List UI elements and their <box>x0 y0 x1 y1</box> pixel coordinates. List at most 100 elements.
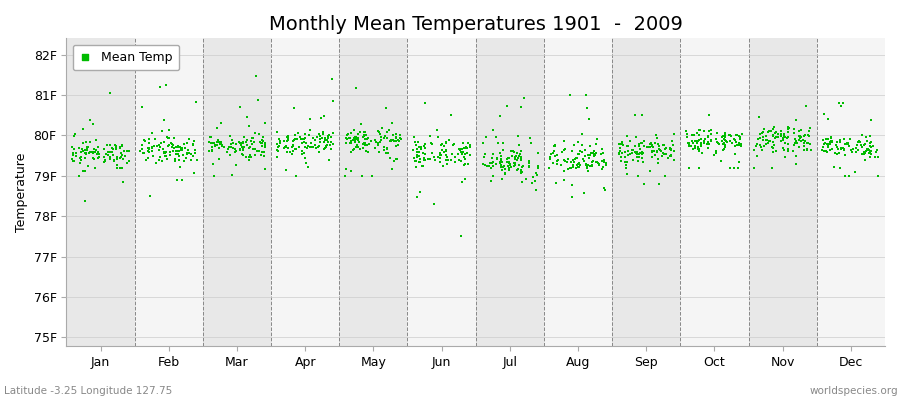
Point <box>411 139 426 146</box>
Point <box>844 149 859 155</box>
Point <box>777 130 791 137</box>
Point <box>319 135 333 142</box>
Point <box>279 134 293 140</box>
Point <box>289 172 303 179</box>
Point <box>694 143 708 149</box>
Point <box>66 150 80 156</box>
Point <box>755 129 770 136</box>
Point <box>515 169 529 176</box>
Point <box>457 162 472 168</box>
Point <box>508 154 522 160</box>
Bar <box>339 38 408 346</box>
Point <box>857 149 871 155</box>
Point <box>454 158 468 164</box>
Point <box>278 144 293 150</box>
Point <box>502 159 517 166</box>
Point <box>632 143 646 150</box>
Point <box>625 147 639 154</box>
Point <box>175 177 189 184</box>
Point <box>820 141 834 148</box>
Point <box>620 133 634 140</box>
Point <box>648 152 662 158</box>
Point <box>495 164 509 170</box>
Point <box>120 160 134 166</box>
Point <box>147 143 161 149</box>
Point <box>392 138 406 144</box>
Point <box>526 174 540 180</box>
Point <box>630 154 644 160</box>
Point <box>598 187 612 193</box>
Point <box>833 145 848 152</box>
Point <box>98 156 112 163</box>
Point <box>339 166 354 172</box>
Point <box>145 144 159 151</box>
Point <box>339 140 354 146</box>
Point <box>433 150 447 156</box>
Point <box>514 170 528 176</box>
Point <box>247 139 261 145</box>
Point <box>389 156 403 162</box>
Point <box>428 156 443 163</box>
Point <box>289 146 303 152</box>
Point <box>832 100 846 106</box>
Point <box>774 131 788 137</box>
Point <box>413 189 428 196</box>
Point <box>628 143 643 149</box>
Point <box>430 127 445 133</box>
Point <box>104 145 119 151</box>
Point <box>288 131 302 138</box>
Point <box>160 134 175 140</box>
Point <box>562 165 577 171</box>
Point <box>688 138 703 145</box>
Point <box>830 151 844 157</box>
Legend: Mean Temp: Mean Temp <box>73 44 179 70</box>
Point <box>524 140 538 146</box>
Point <box>871 153 886 160</box>
Point <box>83 117 97 124</box>
Point <box>286 148 301 154</box>
Point <box>270 129 284 135</box>
Point <box>454 233 468 239</box>
Point <box>514 156 528 162</box>
Point <box>110 156 124 162</box>
Point <box>182 136 196 142</box>
Point <box>359 136 374 142</box>
Point <box>832 137 847 144</box>
Point <box>418 145 432 152</box>
Point <box>528 178 543 184</box>
Point <box>792 137 806 143</box>
Point <box>546 150 561 156</box>
Point <box>591 161 606 167</box>
Point <box>369 139 383 146</box>
Point <box>269 141 284 148</box>
Point <box>272 143 286 150</box>
Point <box>643 140 657 147</box>
Point <box>387 158 401 165</box>
Point <box>804 146 818 153</box>
Point <box>571 160 585 167</box>
Point <box>615 149 629 156</box>
Point <box>411 149 426 155</box>
Point <box>507 159 521 166</box>
Point <box>242 144 256 151</box>
Point <box>647 148 662 154</box>
Point <box>311 149 326 156</box>
Point <box>167 156 182 162</box>
Point <box>425 141 439 147</box>
Point <box>618 165 633 171</box>
Point <box>824 134 839 140</box>
Point <box>724 140 739 146</box>
Point <box>295 147 310 154</box>
Point <box>820 141 834 147</box>
Point <box>344 148 358 155</box>
Point <box>279 142 293 149</box>
Point <box>504 148 518 154</box>
Point <box>716 136 731 142</box>
Point <box>343 135 357 141</box>
Point <box>636 143 651 149</box>
Point <box>658 146 672 152</box>
Point <box>454 149 468 156</box>
Point <box>803 141 817 147</box>
Point <box>432 159 446 166</box>
Point <box>583 162 598 169</box>
